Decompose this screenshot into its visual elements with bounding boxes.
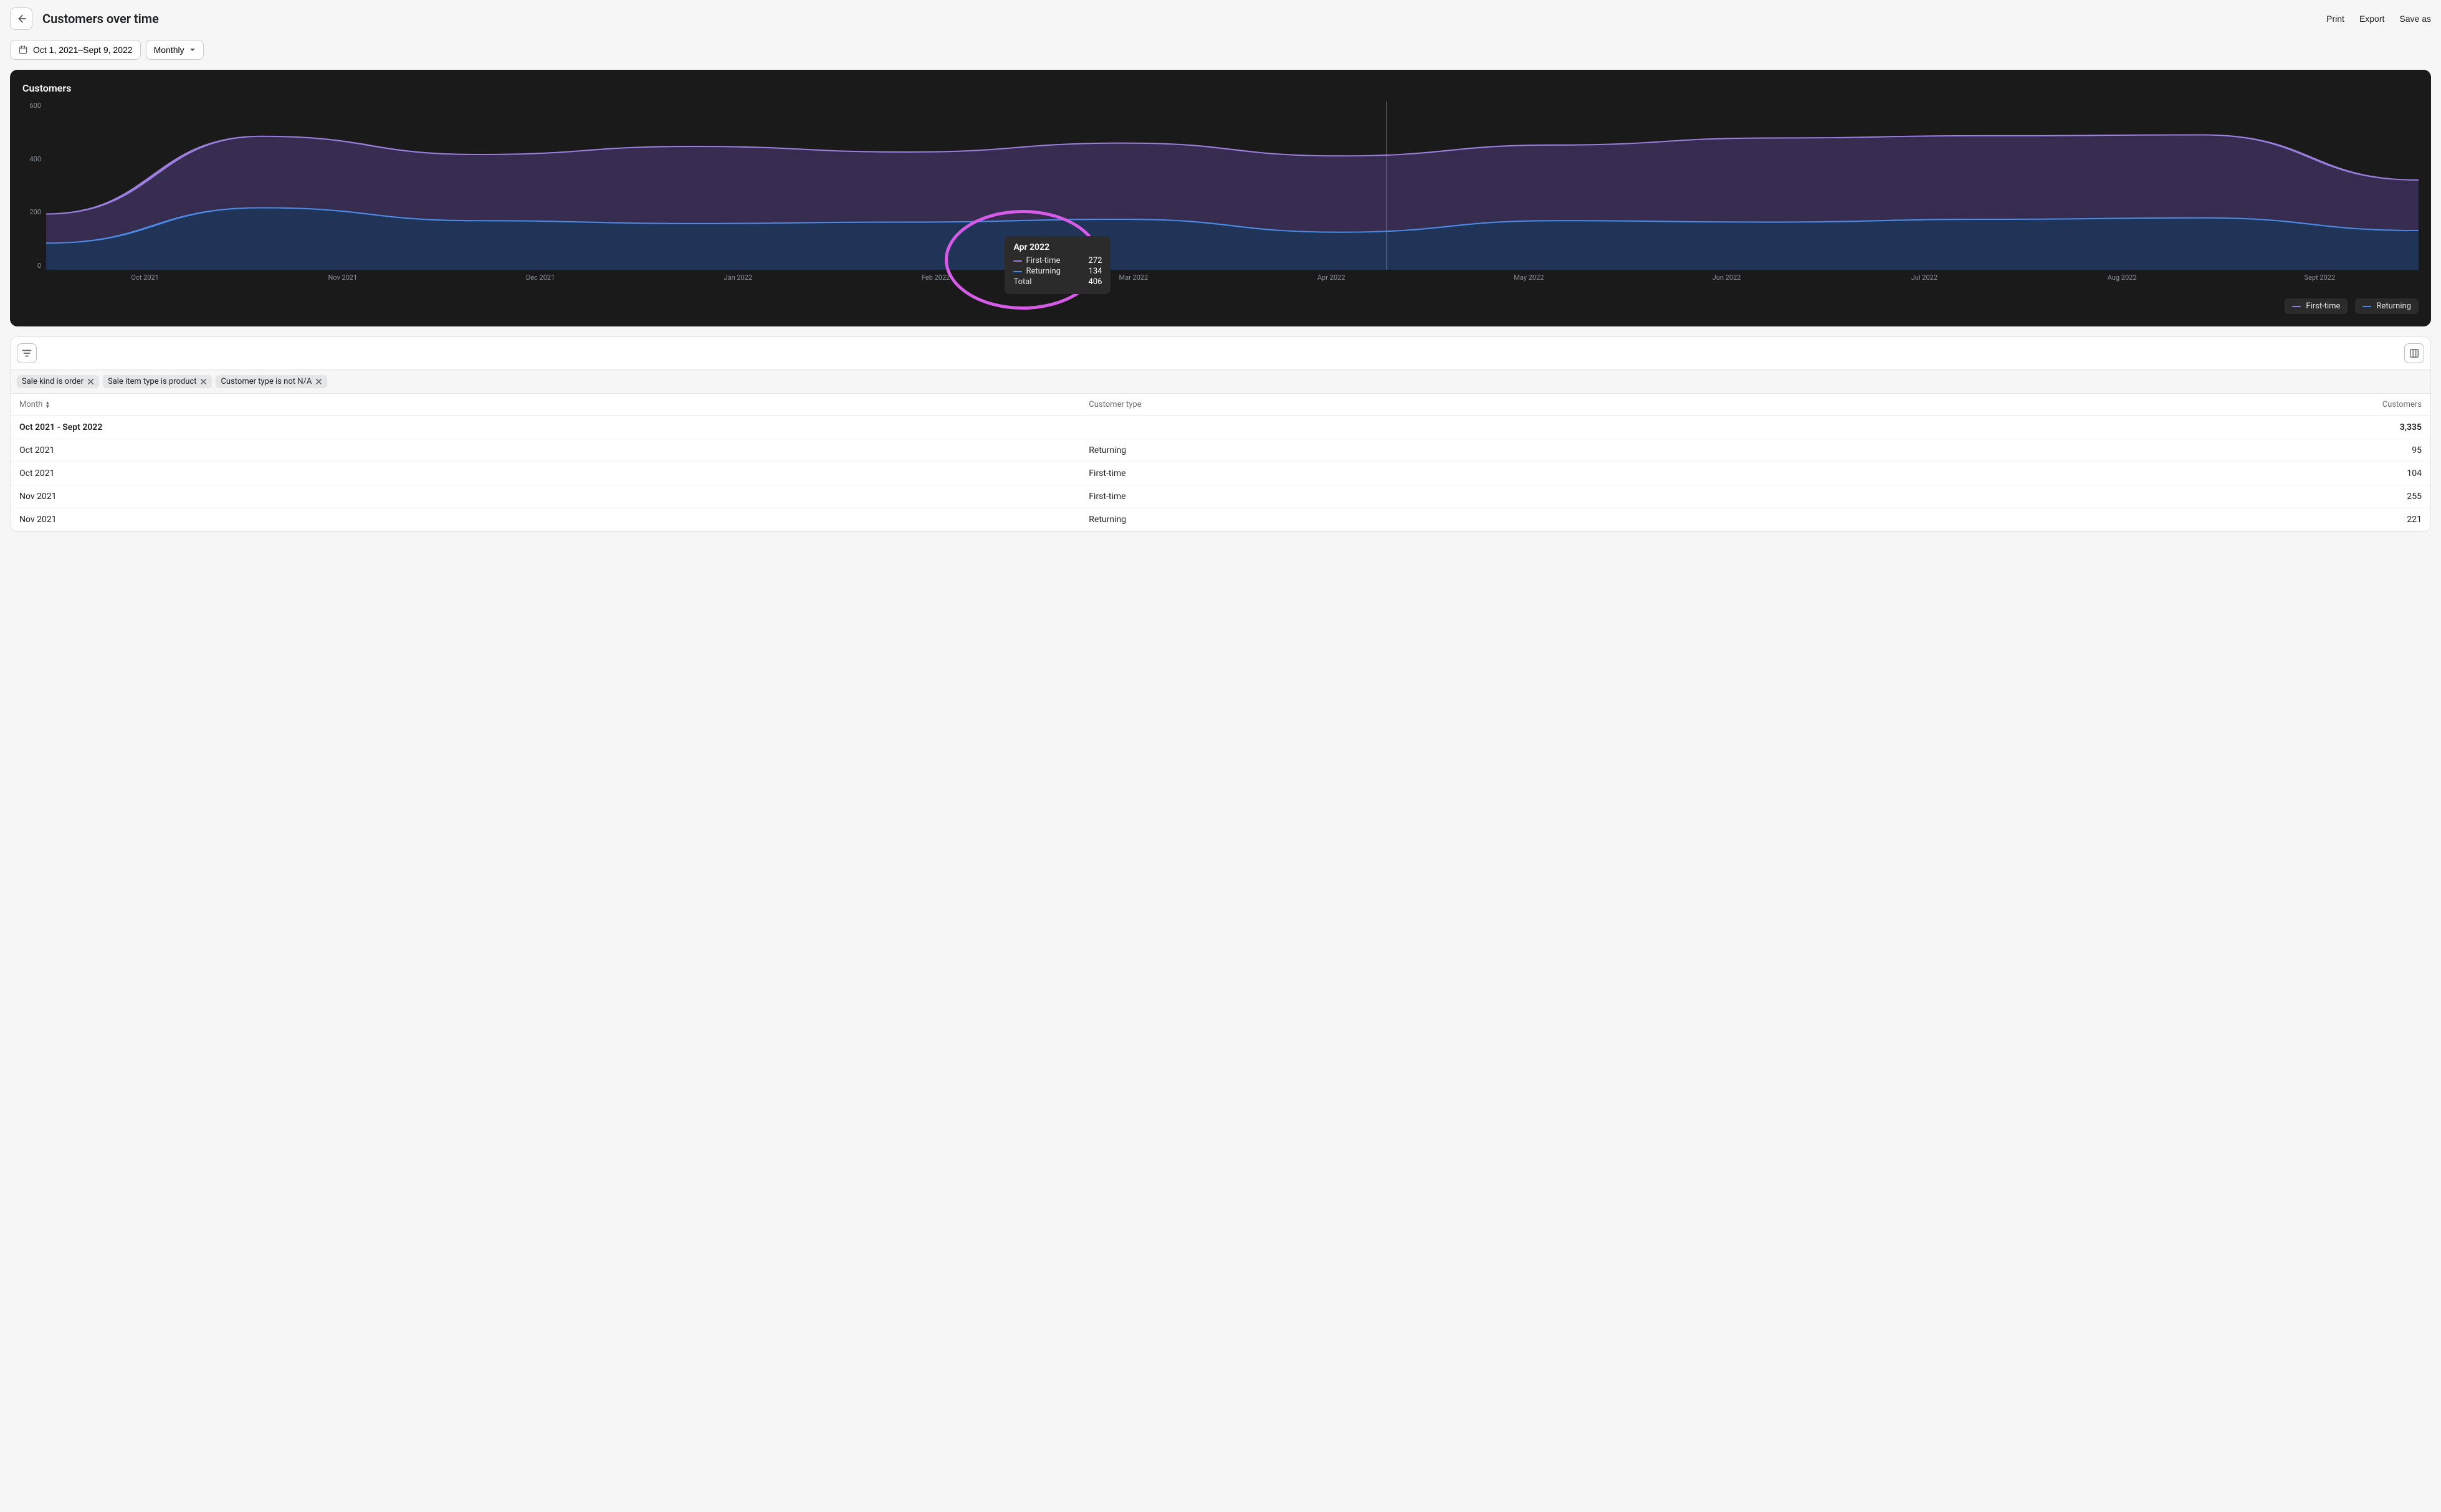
- table-row[interactable]: Nov 2021First-time255: [11, 485, 2430, 508]
- table-body: Oct 2021 - Sept 20223,335Oct 2021Returni…: [11, 416, 2430, 531]
- date-range-picker[interactable]: Oct 1, 2021–Sept 9, 2022: [10, 40, 141, 60]
- sort-icon: ▲▼: [45, 401, 50, 409]
- chart-plot: [46, 102, 2419, 270]
- data-table: Month▲▼Customer typeCustomers Oct 2021 -…: [11, 394, 2430, 531]
- columns-button[interactable]: [2404, 343, 2424, 363]
- controls-row: Oct 1, 2021–Sept 9, 2022 Monthly: [10, 40, 2431, 60]
- chart-title: Customers: [22, 82, 2419, 94]
- tooltip-title: Apr 2022: [1013, 242, 1102, 252]
- table-header-row: Month▲▼Customer typeCustomers: [11, 394, 2430, 416]
- calendar-icon: [18, 45, 28, 55]
- close-icon[interactable]: [315, 378, 322, 385]
- caret-down-icon: [189, 47, 196, 53]
- filters-row: Sale kind is order Sale item type is prod…: [11, 370, 2430, 394]
- chart-area[interactable]: 6004002000 Oct 2021Nov 2021Dec 2021Jan 2…: [22, 102, 2419, 288]
- chart-tooltip: Apr 2022 First-time272Returning134Total4…: [1005, 236, 1111, 294]
- page-header: Customers over time Print Export Save as: [10, 7, 2431, 30]
- close-icon[interactable]: [87, 378, 94, 385]
- y-axis: 6004002000: [22, 102, 41, 270]
- filter-chip[interactable]: Customer type is not N/A: [216, 375, 327, 388]
- table-card: Sale kind is order Sale item type is prod…: [10, 336, 2431, 532]
- legend-item[interactable]: First-time: [2285, 298, 2348, 314]
- saveas-button[interactable]: Save as: [2399, 14, 2431, 24]
- interval-select[interactable]: Monthly: [146, 40, 204, 60]
- filter-chip[interactable]: Sale item type is product: [103, 375, 212, 388]
- filter-icon: [21, 348, 32, 359]
- table-summary-row: Oct 2021 - Sept 20223,335: [11, 416, 2430, 439]
- columns-icon: [2409, 348, 2420, 359]
- column-header[interactable]: Month▲▼: [11, 394, 1080, 416]
- column-header[interactable]: Customer type: [1080, 394, 1825, 416]
- filter-button[interactable]: [17, 343, 37, 363]
- x-axis: Oct 2021Nov 2021Dec 2021Jan 2022Feb 2022…: [46, 273, 2419, 288]
- arrow-left-icon: [16, 13, 27, 24]
- legend-item[interactable]: Returning: [2355, 298, 2419, 314]
- chart-card: Customers 6004002000 Oct 2021Nov 2021Dec…: [10, 70, 2431, 326]
- close-icon[interactable]: [200, 378, 207, 385]
- table-row[interactable]: Nov 2021Returning221: [11, 508, 2430, 531]
- table-row[interactable]: Oct 2021First-time104: [11, 462, 2430, 485]
- table-row[interactable]: Oct 2021Returning95: [11, 439, 2430, 462]
- date-range-label: Oct 1, 2021–Sept 9, 2022: [33, 45, 133, 55]
- interval-label: Monthly: [154, 45, 184, 55]
- chart-legend: First-time Returning: [22, 298, 2419, 314]
- print-button[interactable]: Print: [2326, 14, 2344, 24]
- page-title: Customers over time: [42, 11, 159, 26]
- export-button[interactable]: Export: [2359, 14, 2384, 24]
- column-header[interactable]: Customers: [1825, 394, 2430, 416]
- back-button[interactable]: [10, 7, 32, 30]
- table-toolbar: [11, 337, 2430, 370]
- filter-chip[interactable]: Sale kind is order: [17, 375, 99, 388]
